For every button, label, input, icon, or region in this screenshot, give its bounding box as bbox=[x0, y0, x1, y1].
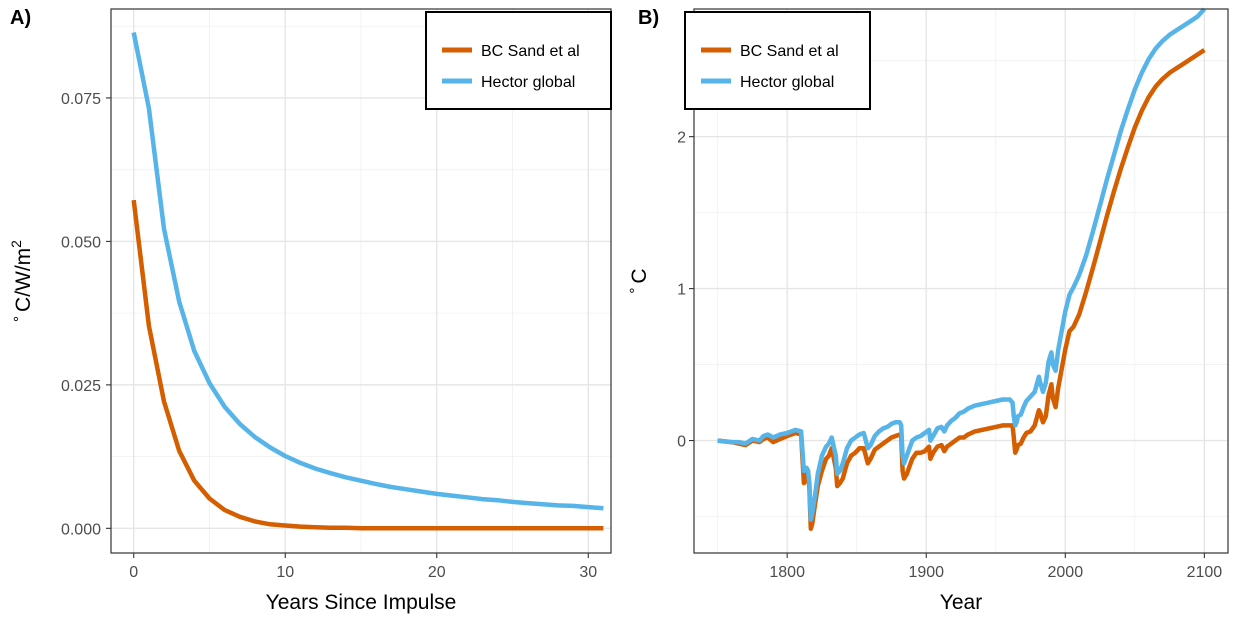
legend: BC Sand et al Hector global bbox=[425, 11, 612, 110]
y-tick-label: 0.075 bbox=[61, 91, 101, 108]
plot-border bbox=[110, 8, 612, 554]
series-line-hector-global bbox=[717, 7, 1207, 522]
x-tick-label: 1900 bbox=[908, 564, 944, 581]
y-tick-label: 0.000 bbox=[61, 521, 101, 538]
y-axis-title: °C bbox=[627, 268, 651, 293]
x-tick-label: 2100 bbox=[1187, 564, 1223, 581]
y-tick-label: 1 bbox=[677, 282, 686, 299]
y-tick-label: 2 bbox=[677, 130, 686, 147]
plot-clip-right bbox=[1228, 0, 1238, 619]
panel-label: A) bbox=[10, 7, 31, 29]
x-axis-title: Year bbox=[940, 591, 982, 614]
legend-label-bc-sand: BC Sand et al bbox=[481, 43, 580, 60]
x-axis-title: Years Since Impulse bbox=[266, 591, 457, 614]
panel-label: B) bbox=[638, 7, 659, 29]
legend-box bbox=[425, 11, 612, 110]
x-tick-label: 0 bbox=[129, 564, 138, 581]
legend-label-hector-global: Hector global bbox=[481, 74, 575, 91]
x-tick-label: 2000 bbox=[1048, 564, 1084, 581]
legend-label-hector-global: Hector global bbox=[740, 74, 834, 91]
y-tick-label: 0 bbox=[677, 434, 686, 451]
legend: BC Sand et al Hector global bbox=[684, 11, 871, 110]
y-tick-label: 0.050 bbox=[61, 234, 101, 251]
series-line-bc-sand bbox=[131, 199, 604, 531]
x-tick-label: 10 bbox=[276, 564, 294, 581]
x-tick-label: 20 bbox=[428, 564, 446, 581]
x-tick-label: 1800 bbox=[769, 564, 805, 581]
plot-clip-right bbox=[611, 0, 642, 619]
series-line-hector-global bbox=[131, 32, 604, 511]
panel-a: 0 10 20 30 0.000 0.025 0.050 0.075 Years Since I… bbox=[8, 0, 642, 619]
y-axis-title: °C/W/m2 bbox=[8, 240, 35, 322]
y-tick-label: 0.025 bbox=[61, 378, 101, 395]
legend-box bbox=[684, 11, 871, 110]
x-tick-label: 30 bbox=[579, 564, 597, 581]
panel-b: 1800 1900 2000 2100 0 1 2 Year °C B) BC Sand et al… bbox=[627, 0, 1238, 619]
legend-label-bc-sand: BC Sand et al bbox=[740, 43, 839, 60]
series-line-bc-sand bbox=[717, 48, 1206, 531]
plot-border bbox=[693, 8, 1229, 554]
